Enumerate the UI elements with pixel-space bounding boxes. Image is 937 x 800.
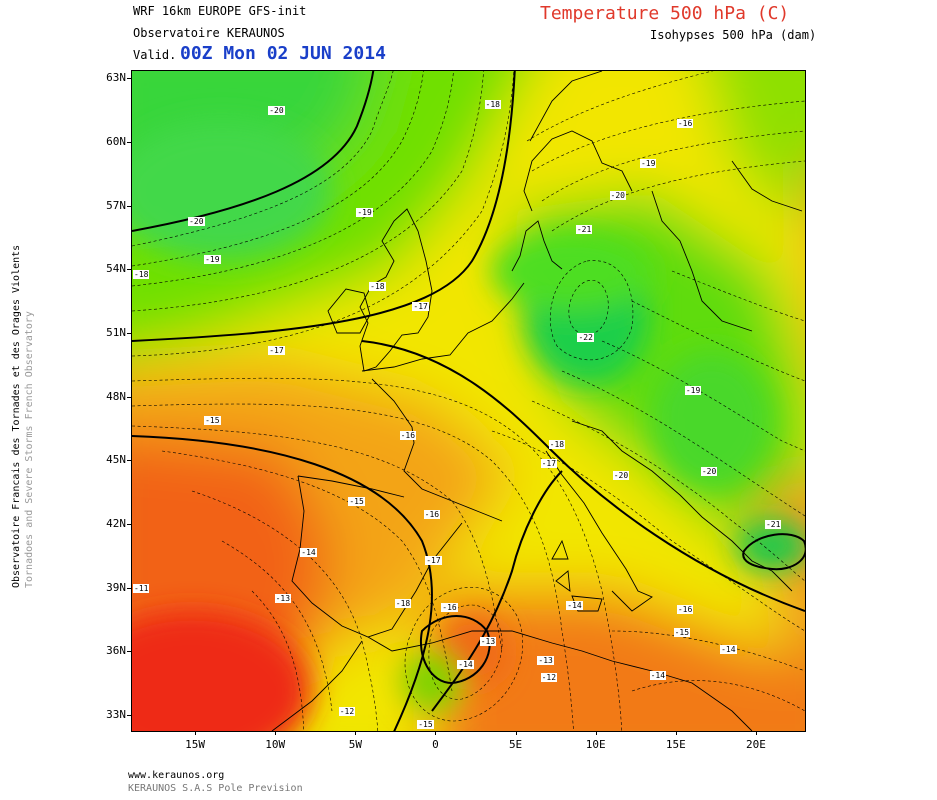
- contour-label: -15: [204, 416, 221, 426]
- contour-label: -21: [764, 520, 782, 530]
- observatory-name: Observatoire KERAUNOS: [133, 26, 285, 40]
- contour-label: -18: [484, 99, 501, 109]
- contour-label: -15: [417, 719, 434, 729]
- contour-label: -20: [700, 467, 718, 477]
- contour-label: -19: [684, 386, 702, 396]
- lon-label-10E: 10E: [585, 738, 606, 751]
- side-credit: Observatoire Francais des Tornades et de…: [10, 245, 36, 588]
- contour-label: -17: [412, 301, 429, 311]
- side-credit-french: Observatoire Francais des Tornades et de…: [11, 244, 22, 588]
- contour-label: -21: [575, 225, 593, 235]
- contour-label: -13: [274, 594, 292, 604]
- lon-tick: [755, 731, 757, 735]
- lat-tick: [127, 142, 131, 144]
- contour-label: -14: [300, 547, 317, 557]
- contour-label: -20: [609, 191, 626, 201]
- contour-label: -13: [479, 636, 497, 646]
- contour-label: -22: [577, 333, 594, 343]
- lon-tick: [675, 731, 677, 735]
- contour-label: -16: [441, 602, 458, 612]
- valid-date: 00Z Mon 02 JUN 2014: [180, 43, 386, 64]
- lat-label-63N: 63N: [106, 71, 126, 85]
- contour-label: -14: [649, 670, 667, 680]
- lon-label-15E: 15E: [665, 738, 686, 751]
- contour-label: -18: [394, 598, 412, 608]
- lat-tick: [127, 396, 131, 398]
- contour-label: -12: [338, 706, 356, 716]
- lat-tick: [127, 651, 131, 653]
- contour-label: -15: [348, 496, 365, 506]
- contour-label: -19: [204, 254, 221, 264]
- lon-label-15W: 15W: [185, 738, 206, 751]
- lat-tick: [127, 333, 131, 335]
- side-credit-english: Tornadoes and Severe Storms French Obser…: [24, 311, 35, 588]
- lon-label-10W: 10W: [265, 738, 286, 751]
- lat-label-57N: 57N: [106, 198, 126, 212]
- lat-tick: [127, 269, 131, 271]
- contour-label: -12: [540, 672, 558, 682]
- contour-label: -16: [423, 509, 441, 519]
- footer-url: www.keraunos.org: [128, 770, 225, 781]
- lon-tick: [435, 731, 437, 735]
- coastlines: [271, 71, 803, 731]
- contour-label: -16: [676, 605, 694, 615]
- contour-label: -18: [133, 269, 150, 279]
- lat-label-42N: 42N: [106, 517, 126, 531]
- contour-label: -20: [612, 471, 630, 481]
- lat-label-39N: 39N: [106, 580, 126, 594]
- contour-label: -14: [720, 645, 737, 655]
- model-title: WRF 16km EUROPE GFS-init: [133, 4, 307, 18]
- contour-label: -16: [399, 431, 417, 441]
- lat-tick: [127, 460, 131, 462]
- isohypse-contours: [132, 71, 805, 731]
- contour-label: -11: [133, 583, 150, 593]
- lat-tick: [127, 715, 131, 717]
- lat-label-60N: 60N: [106, 135, 126, 149]
- contour-label: -15: [673, 628, 691, 638]
- lon-tick: [515, 731, 517, 735]
- lat-tick: [127, 524, 131, 526]
- lat-label-54N: 54N: [106, 262, 126, 276]
- contour-label: -16: [676, 119, 694, 129]
- lat-label-48N: 48N: [106, 389, 126, 403]
- contour-label: -19: [639, 159, 657, 169]
- lat-tick: [127, 205, 131, 207]
- contour-label: -17: [425, 556, 442, 566]
- lon-label-0: 0: [432, 738, 439, 751]
- lon-tick: [195, 731, 197, 735]
- contour-label: -18: [548, 439, 566, 449]
- lon-tick: [595, 731, 597, 735]
- lat-tick: [127, 78, 131, 80]
- contour-label: -14: [566, 600, 583, 610]
- parameter-title: Temperature 500 hPa (C): [540, 3, 790, 24]
- lon-tick: [355, 731, 357, 735]
- contour-label: -13: [537, 655, 554, 665]
- lon-tick: [275, 731, 277, 735]
- lat-label-45N: 45N: [106, 453, 126, 467]
- major-contours: [132, 71, 805, 731]
- lat-tick: [127, 587, 131, 589]
- valid-label: Valid.: [133, 48, 177, 62]
- lat-label-36N: 36N: [106, 644, 126, 658]
- contour-label: -14: [457, 660, 474, 670]
- footer-company: KERAUNOS S.A.S Pole Prevision: [128, 783, 303, 794]
- isohypses-subtitle: Isohypses 500 hPa (dam): [650, 28, 817, 42]
- temperature-field: [132, 71, 805, 731]
- contour-label: -20: [268, 106, 285, 116]
- contour-label: -20: [188, 216, 205, 226]
- contour-label: -18: [369, 282, 386, 292]
- contour-label: -19: [356, 208, 373, 218]
- contour-label: -17: [268, 346, 285, 356]
- lat-label-33N: 33N: [106, 708, 126, 722]
- lon-label-5E: 5E: [508, 738, 523, 751]
- contour-label: -17: [540, 458, 558, 468]
- lon-label-20E: 20E: [745, 738, 766, 751]
- lat-label-51N: 51N: [106, 326, 126, 340]
- weather-map: -20 -18 -16 -19 -20 -19 -20 -21 -19 -18 -18 -17 -22 -…: [131, 70, 806, 732]
- lon-label-5W: 5W: [348, 738, 362, 751]
